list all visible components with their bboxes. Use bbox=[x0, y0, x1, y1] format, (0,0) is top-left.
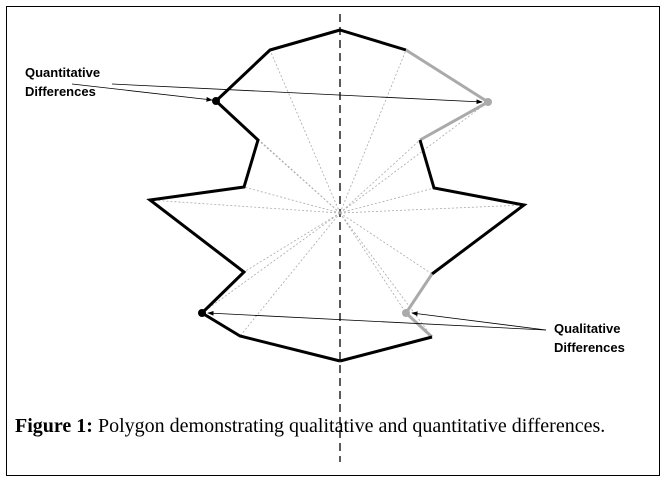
polygon-left bbox=[146, 28, 341, 363]
polygon-right bbox=[339, 28, 407, 52]
polygon-variant bbox=[404, 273, 434, 339]
annotation-label: Differences bbox=[25, 84, 96, 99]
caption-text: Polygon demonstrating qualitative and qu… bbox=[97, 415, 606, 437]
annotation-label: Quantitative bbox=[25, 65, 100, 80]
caption-label: Figure 1: bbox=[15, 415, 93, 437]
vertex-dot bbox=[484, 98, 492, 106]
polygon-right bbox=[418, 139, 528, 276]
annotation-label: Differences bbox=[554, 340, 625, 355]
arrows bbox=[71, 83, 547, 331]
polygon-variant bbox=[405, 48, 491, 142]
vertex-dot bbox=[198, 309, 206, 317]
caption: Figure 1: Polygon demonstrating qualitat… bbox=[15, 411, 653, 442]
figure-frame bbox=[6, 6, 660, 476]
annotation-label: Qualitative bbox=[554, 321, 620, 336]
polygon-right bbox=[339, 335, 433, 363]
vertex-dot bbox=[402, 309, 410, 317]
vertex-dot bbox=[212, 97, 220, 105]
